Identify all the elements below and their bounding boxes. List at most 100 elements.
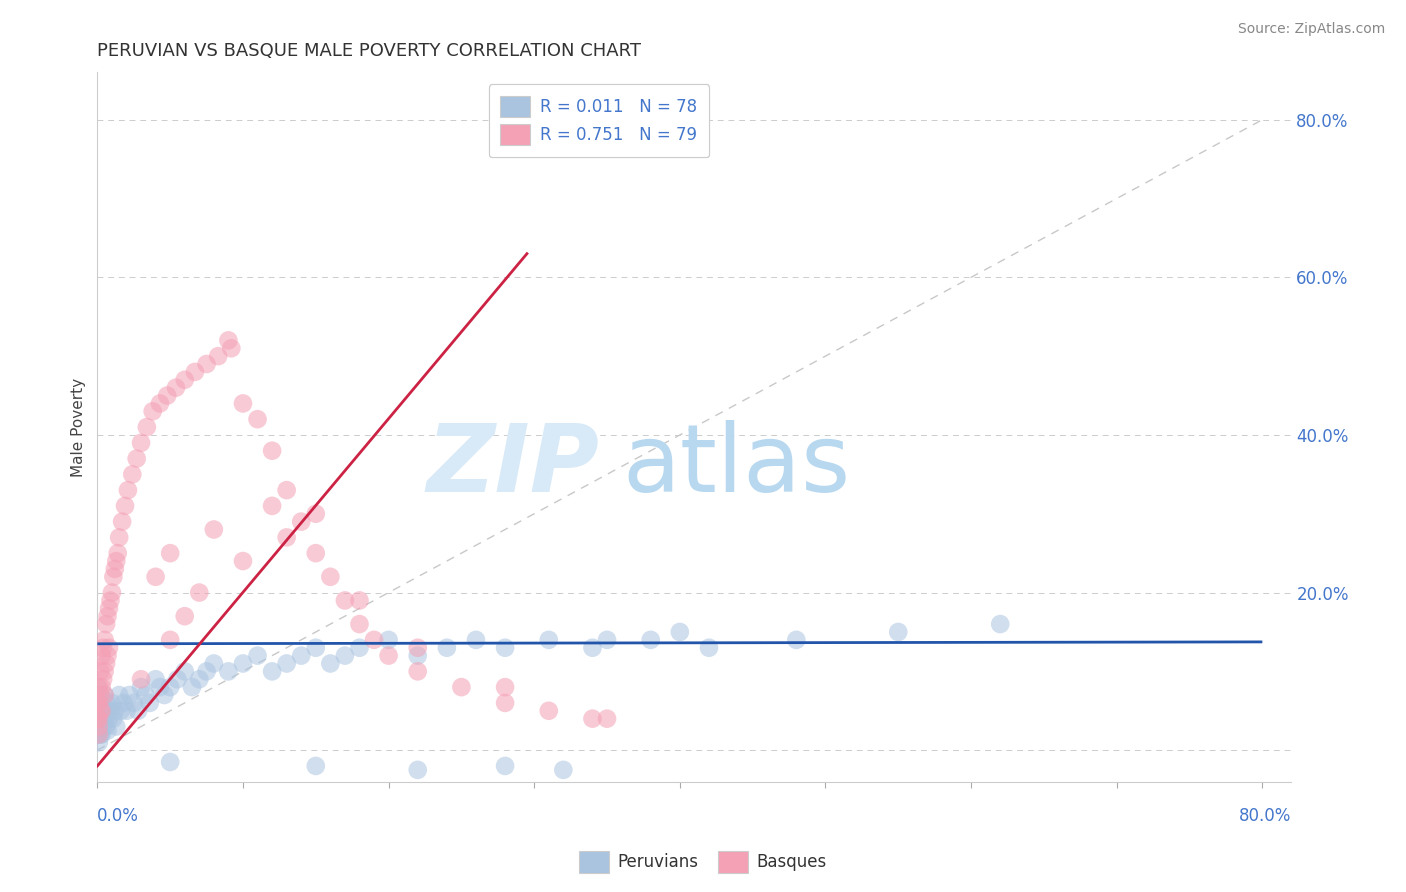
- Point: [89, 727, 111, 741]
- Point: [87, 735, 110, 749]
- Point: [202, 657, 225, 671]
- Point: [988, 617, 1011, 632]
- Point: [406, 648, 429, 663]
- Point: [89, 720, 111, 734]
- Point: [90, 727, 112, 741]
- Point: [246, 412, 269, 426]
- Point: [105, 720, 128, 734]
- Point: [145, 672, 167, 686]
- Point: [90, 648, 112, 663]
- Point: [87, 704, 110, 718]
- Point: [333, 648, 356, 663]
- Point: [159, 546, 181, 560]
- Point: [195, 665, 218, 679]
- Point: [669, 624, 692, 639]
- Point: [173, 665, 195, 679]
- Legend: R = 0.011   N = 78, R = 0.751   N = 79: R = 0.011 N = 78, R = 0.751 N = 79: [489, 85, 709, 157]
- Point: [436, 640, 458, 655]
- Point: [103, 712, 125, 726]
- Point: [276, 530, 298, 544]
- Point: [98, 712, 121, 726]
- Point: [887, 624, 910, 639]
- Point: [494, 696, 516, 710]
- Point: [319, 657, 342, 671]
- Point: [96, 609, 118, 624]
- Text: ZIP: ZIP: [426, 420, 599, 512]
- Point: [537, 704, 560, 718]
- Point: [98, 601, 121, 615]
- Point: [94, 617, 117, 632]
- Point: [115, 704, 138, 718]
- Point: [217, 334, 239, 348]
- Point: [142, 404, 165, 418]
- Text: atlas: atlas: [623, 420, 851, 512]
- Point: [93, 688, 115, 702]
- Point: [406, 640, 429, 655]
- Point: [195, 357, 218, 371]
- Point: [114, 499, 136, 513]
- Point: [349, 593, 371, 607]
- Legend: Peruvians, Basques: Peruvians, Basques: [572, 845, 834, 880]
- Text: 80.0%: 80.0%: [1239, 806, 1292, 825]
- Point: [108, 688, 131, 702]
- Point: [363, 632, 385, 647]
- Point: [149, 396, 172, 410]
- Point: [89, 704, 111, 718]
- Point: [377, 648, 399, 663]
- Point: [537, 632, 560, 647]
- Point: [153, 688, 176, 702]
- Point: [159, 632, 181, 647]
- Point: [127, 704, 149, 718]
- Point: [135, 420, 157, 434]
- Point: [697, 640, 720, 655]
- Point: [494, 680, 516, 694]
- Point: [90, 680, 112, 694]
- Point: [159, 755, 181, 769]
- Point: [94, 696, 117, 710]
- Point: [98, 640, 121, 655]
- Point: [125, 451, 148, 466]
- Point: [96, 648, 118, 663]
- Point: [319, 570, 342, 584]
- Point: [596, 712, 619, 726]
- Point: [465, 632, 488, 647]
- Text: Source: ZipAtlas.com: Source: ZipAtlas.com: [1237, 22, 1385, 37]
- Point: [100, 593, 122, 607]
- Point: [122, 696, 145, 710]
- Point: [93, 712, 115, 726]
- Y-axis label: Male Poverty: Male Poverty: [72, 377, 86, 476]
- Point: [86, 680, 108, 694]
- Point: [173, 373, 195, 387]
- Point: [91, 640, 114, 655]
- Point: [581, 640, 603, 655]
- Point: [117, 483, 139, 497]
- Point: [86, 712, 108, 726]
- Point: [156, 388, 179, 402]
- Point: [159, 680, 181, 694]
- Point: [129, 672, 152, 686]
- Point: [105, 554, 128, 568]
- Point: [581, 712, 603, 726]
- Point: [96, 704, 118, 718]
- Point: [494, 640, 516, 655]
- Point: [96, 723, 118, 738]
- Point: [232, 554, 254, 568]
- Point: [262, 665, 284, 679]
- Point: [111, 515, 134, 529]
- Point: [112, 696, 135, 710]
- Point: [129, 435, 152, 450]
- Point: [262, 499, 284, 513]
- Point: [103, 570, 125, 584]
- Point: [89, 688, 111, 702]
- Point: [91, 704, 114, 718]
- Point: [202, 523, 225, 537]
- Point: [188, 585, 211, 599]
- Point: [87, 727, 110, 741]
- Point: [406, 763, 429, 777]
- Point: [305, 507, 328, 521]
- Point: [149, 680, 172, 694]
- Point: [108, 530, 131, 544]
- Point: [246, 648, 269, 663]
- Point: [87, 680, 110, 694]
- Point: [305, 759, 328, 773]
